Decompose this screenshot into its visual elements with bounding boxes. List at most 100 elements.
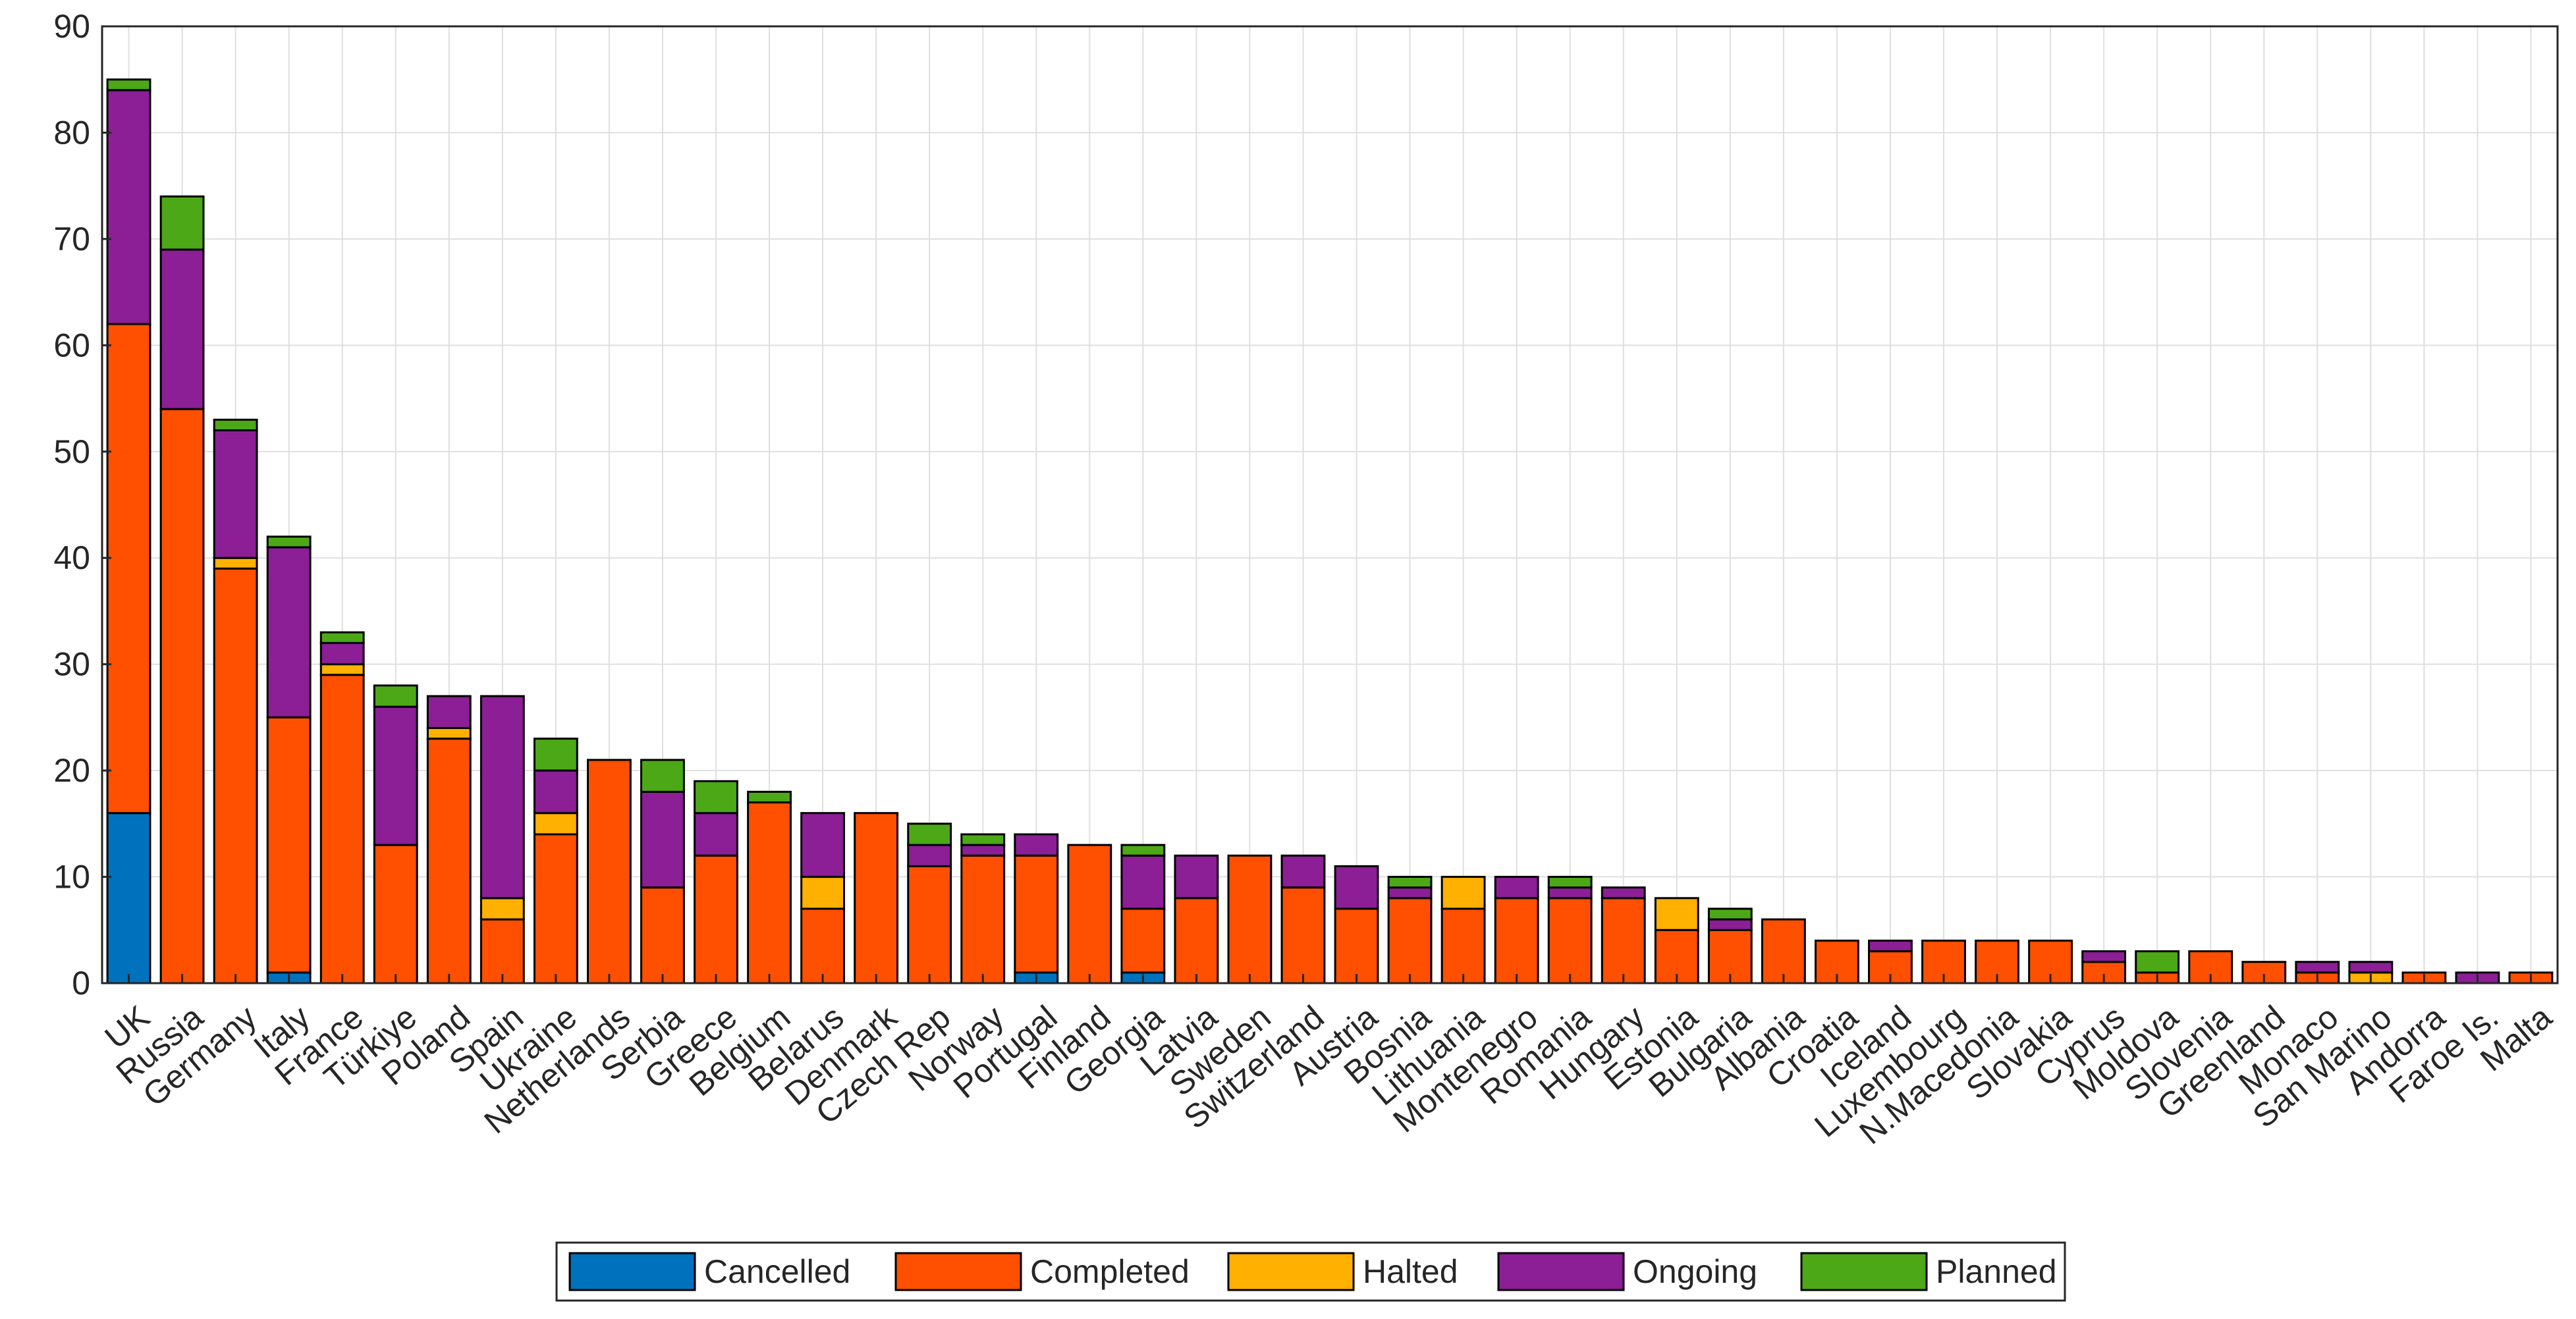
bar-bosnia-completed xyxy=(1387,897,1433,984)
bar-ukraine-completed xyxy=(533,833,578,984)
legend-swatch-completed xyxy=(894,1252,1022,1291)
bar-georgia-ongoing xyxy=(1120,854,1166,910)
bar-poland-halted xyxy=(426,727,472,740)
legend-swatch-ongoing xyxy=(1497,1252,1625,1291)
bar-t-rkiye-completed xyxy=(373,844,418,984)
bar-estonia-halted xyxy=(1654,897,1699,931)
bar-france-planned xyxy=(319,631,365,644)
bar-hungary-completed xyxy=(1601,897,1646,984)
bar-belgium-planned xyxy=(747,790,792,804)
bar-lithuania-halted xyxy=(1440,876,1486,910)
bar-switzerland-ongoing xyxy=(1280,854,1326,889)
bar-montenegro-completed xyxy=(1494,897,1539,984)
bar-portugal-completed xyxy=(1014,854,1059,974)
bar-serbia-planned xyxy=(640,759,685,793)
y-tick-label: 50 xyxy=(53,433,90,470)
legend-swatch-cancelled xyxy=(568,1252,696,1291)
bar-germany-halted xyxy=(213,556,258,570)
bar-czech-rep-ongoing xyxy=(907,844,952,867)
bar-spain-halted xyxy=(480,897,525,921)
bar-france-halted xyxy=(319,663,365,676)
bar-san-marino-ongoing xyxy=(2348,961,2394,974)
bar-serbia-completed xyxy=(640,886,685,984)
legend-label-cancelled: Cancelled xyxy=(704,1253,850,1290)
legend-label-halted: Halted xyxy=(1363,1253,1458,1290)
y-tick-label: 0 xyxy=(72,965,90,1002)
bar-norway-completed xyxy=(960,854,1006,984)
bar-czech-rep-planned xyxy=(907,822,952,846)
bar-poland-ongoing xyxy=(426,695,472,730)
bar-denmark-completed xyxy=(854,812,899,984)
legend: Cancelled Completed Halted Ongoing Planned xyxy=(555,1241,2066,1302)
bar-uk-cancelled xyxy=(106,812,151,984)
bar-germany-planned xyxy=(213,418,258,431)
bar-uk-completed xyxy=(106,323,151,815)
bar-bulgaria-ongoing xyxy=(1707,918,1753,931)
y-tick-label: 20 xyxy=(53,752,90,789)
bar-finland-completed xyxy=(1067,844,1112,984)
bar-t-rkiye-planned xyxy=(373,684,418,708)
y-tick-label: 70 xyxy=(53,221,90,257)
bar-serbia-ongoing xyxy=(640,790,685,889)
bar-france-completed xyxy=(319,674,365,984)
bar-greece-completed xyxy=(694,854,738,984)
bar-russia-ongoing xyxy=(159,248,205,410)
y-tick-label: 90 xyxy=(53,8,90,45)
x-axis-ticks: UKRussiaGermanyItalyFranceTürkiyePolandS… xyxy=(98,974,2559,1151)
bar-austria-completed xyxy=(1334,907,1379,984)
bar-moldova-planned xyxy=(2135,950,2180,974)
bar-spain-completed xyxy=(480,918,525,984)
bar-italy-ongoing xyxy=(266,546,312,718)
legend-swatch-planned xyxy=(1800,1252,1928,1291)
bar-romania-ongoing xyxy=(1547,886,1593,900)
bar-greece-ongoing xyxy=(694,812,738,857)
bar-georgia-planned xyxy=(1120,844,1166,857)
bar-ukraine-halted xyxy=(533,812,578,836)
bar-belarus-completed xyxy=(800,907,846,984)
bar-bosnia-ongoing xyxy=(1387,886,1433,900)
bar-spain-ongoing xyxy=(480,695,525,900)
bar-italy-completed xyxy=(266,716,312,974)
bar-uk-planned xyxy=(106,78,151,92)
y-axis-ticks: 0 10 20 30 40 50 60 70 80 90 xyxy=(53,8,111,1002)
bar-iceland-ongoing xyxy=(1868,939,1913,953)
bar-switzerland-completed xyxy=(1280,886,1326,984)
bar-cyprus-ongoing xyxy=(2081,950,2127,963)
bar-bosnia-planned xyxy=(1387,876,1433,889)
y-tick-label: 60 xyxy=(53,327,90,363)
bar-uk-ongoing xyxy=(106,89,151,325)
bar-norway-ongoing xyxy=(960,844,1006,857)
bar-norway-planned xyxy=(960,833,1006,846)
bar-france-ongoing xyxy=(319,641,365,666)
bar-albania-completed xyxy=(1761,918,1806,984)
bar-germany-completed xyxy=(213,567,258,984)
plot-frame xyxy=(101,25,2559,984)
bar-portugal-ongoing xyxy=(1014,833,1059,857)
bar-belarus-halted xyxy=(800,876,846,910)
bar-czech-rep-completed xyxy=(907,865,952,984)
bar-germany-ongoing xyxy=(213,429,258,559)
bar-latvia-ongoing xyxy=(1174,854,1219,900)
y-tick-label: 30 xyxy=(53,646,90,683)
bar-russia-planned xyxy=(159,195,205,251)
bar-bulgaria-planned xyxy=(1707,907,1753,921)
legend-label-ongoing: Ongoing xyxy=(1633,1253,1757,1290)
bar-georgia-completed xyxy=(1120,907,1166,974)
bar-lithuania-completed xyxy=(1440,907,1486,984)
bar-ukraine-planned xyxy=(533,738,578,772)
bar-russia-completed xyxy=(159,408,205,984)
bar-sweden-completed xyxy=(1227,854,1273,984)
bar-netherlands-completed xyxy=(586,759,632,984)
bar-austria-ongoing xyxy=(1334,865,1379,910)
bar-monaco-ongoing xyxy=(2295,961,2340,974)
y-tick-label: 80 xyxy=(53,114,90,151)
bar-hungary-ongoing xyxy=(1601,886,1646,900)
legend-label-planned: Planned xyxy=(1936,1253,2057,1290)
bar-italy-planned xyxy=(266,535,312,549)
legend-swatch-halted xyxy=(1227,1252,1355,1291)
bar-romania-planned xyxy=(1547,876,1593,889)
bar-belarus-ongoing xyxy=(800,812,846,878)
bar-latvia-completed xyxy=(1174,897,1219,984)
